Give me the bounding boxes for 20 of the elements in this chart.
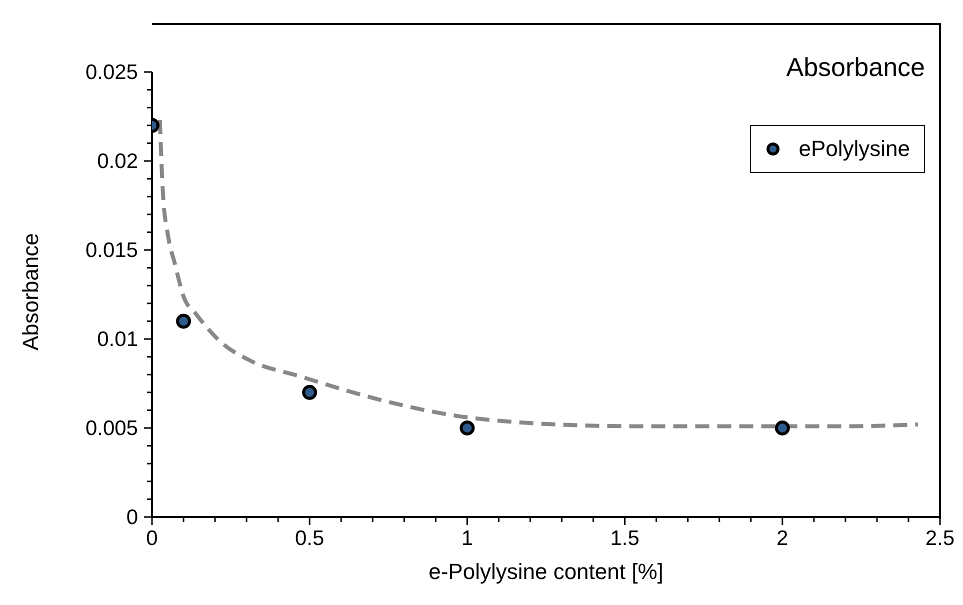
x-tick-label: 2.5 bbox=[925, 527, 955, 550]
point bbox=[460, 420, 475, 436]
x-tick-label: 1.5 bbox=[610, 527, 640, 550]
point bbox=[774, 420, 790, 436]
y-tick-label: 0.02 bbox=[97, 150, 138, 173]
x-tick-label: 0 bbox=[146, 527, 158, 550]
point bbox=[176, 314, 192, 329]
x-axis-title: e-Polylysine content [%] bbox=[428, 559, 664, 584]
y-tick-label: 0.015 bbox=[85, 239, 138, 262]
x-tick-label: 2 bbox=[776, 527, 788, 550]
x-tick-label: 0.5 bbox=[295, 527, 324, 550]
y-tick-label: 0 bbox=[126, 506, 138, 529]
chart-title: Absorbance bbox=[786, 52, 925, 83]
x-tick-label: 1 bbox=[461, 527, 474, 550]
y-tick-label: 0.01 bbox=[97, 328, 138, 351]
legend-label: ePolylysine bbox=[798, 136, 910, 162]
y-axis-title: Absorbance bbox=[18, 233, 43, 350]
point bbox=[302, 384, 318, 400]
y-tick-label: 0.005 bbox=[85, 417, 138, 440]
y-tick-label: 0.025 bbox=[85, 61, 138, 84]
